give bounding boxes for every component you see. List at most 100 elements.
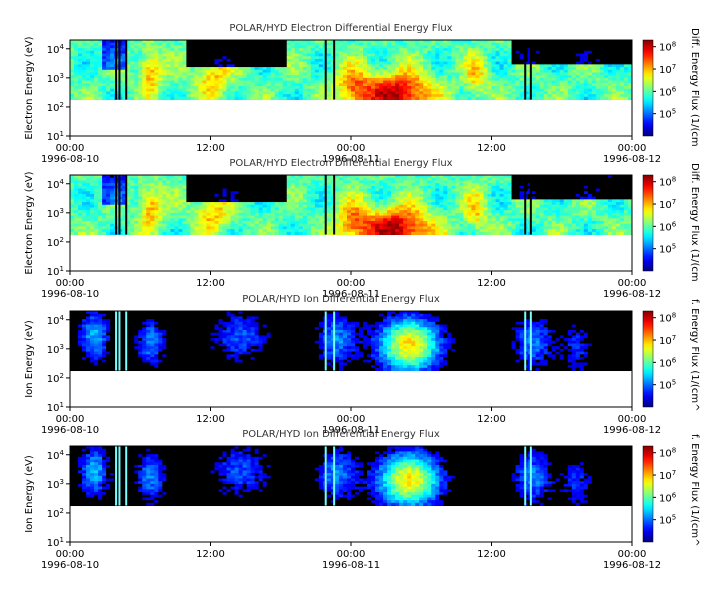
- heatmap-cell: [359, 232, 364, 235]
- heatmap-cell: [303, 97, 308, 100]
- heatmap-cell: [311, 232, 316, 235]
- heatmap-cell: [267, 97, 272, 100]
- heatmap-cell: [415, 97, 420, 100]
- heatmap-cell: [327, 232, 332, 235]
- heatmap-cell: [130, 97, 135, 100]
- heatmap-cell: [552, 97, 557, 100]
- heatmap-cell: [347, 232, 352, 235]
- heatmap-cell: [70, 232, 75, 235]
- heatmap-cell: [604, 97, 609, 100]
- colorbar-tick-label: 105: [659, 108, 676, 121]
- heatmap-cell: [90, 97, 95, 100]
- heatmap-cell: [267, 232, 272, 235]
- panel-2: POLAR/HYD Electron Differential Energy F…: [24, 158, 700, 300]
- heatmap-cell: [387, 97, 392, 100]
- heatmap-cell: [275, 97, 280, 100]
- heatmap-cell: [379, 232, 384, 235]
- heatmap-cell: [130, 232, 135, 235]
- heatmap-cell: [335, 97, 340, 100]
- heatmap-cell: [443, 97, 448, 100]
- heatmap-cell: [110, 97, 115, 100]
- heatmap-cell: [520, 97, 525, 100]
- heatmap-cell: [158, 97, 163, 100]
- heatmap-cell: [182, 232, 187, 235]
- heatmap-cell: [186, 97, 191, 100]
- heatmap-cell: [263, 97, 268, 100]
- heatmap-cell: [407, 232, 412, 235]
- x-tick-date: 1996-08-10: [41, 154, 99, 165]
- panel-title: POLAR/HYD Electron Differential Energy F…: [229, 23, 452, 34]
- colorbar-tick-label: 108: [659, 41, 676, 54]
- heatmap-cell: [371, 232, 376, 235]
- heatmap-cell: [211, 97, 216, 100]
- heatmap-cell: [295, 232, 300, 235]
- heatmap-cell: [134, 97, 139, 100]
- heatmap-cell: [560, 97, 565, 100]
- heatmap-cell: [315, 97, 320, 100]
- heatmap-cell: [367, 97, 372, 100]
- heatmap-cell: [391, 232, 396, 235]
- heatmap-cell: [263, 232, 268, 235]
- heatmap-cell: [588, 97, 593, 100]
- panel-1: POLAR/HYD Electron Differential Energy F…: [24, 23, 700, 165]
- heatmap-cell: [395, 97, 400, 100]
- heatmap-cell: [479, 97, 484, 100]
- heatmap-cell: [223, 97, 228, 100]
- y-tick-label: 103: [47, 72, 64, 85]
- heatmap-cell: [612, 97, 617, 100]
- heatmap-cell: [319, 232, 324, 235]
- heatmap-cell: [608, 97, 613, 100]
- heatmap-cell: [291, 232, 296, 235]
- heatmap-cell: [592, 97, 597, 100]
- heatmap-cell: [363, 232, 368, 235]
- heatmap-cell: [371, 97, 376, 100]
- heatmap-cell: [235, 97, 240, 100]
- heatmap-cell: [82, 232, 87, 235]
- heatmap-cell: [190, 232, 195, 235]
- heatmap-cell: [467, 97, 472, 100]
- heatmap-cell: [439, 97, 444, 100]
- heatmap-cell: [307, 232, 312, 235]
- heatmap-cell: [576, 97, 581, 100]
- heatmap-cell: [227, 97, 232, 100]
- heatmap-cell: [279, 232, 284, 235]
- x-tick-time: 12:00: [196, 143, 225, 154]
- heatmap-cell: [154, 232, 159, 235]
- heatmap-cell: [455, 97, 460, 100]
- heatmap-cell: [146, 97, 151, 100]
- heatmap-cell: [355, 97, 360, 100]
- heatmap-cell: [231, 232, 236, 235]
- heatmap-cell: [483, 97, 488, 100]
- heatmap-cell: [500, 97, 505, 100]
- colorbar-tick-label: 106: [659, 85, 677, 98]
- heatmap-cell: [427, 97, 432, 100]
- heatmap-cell: [496, 97, 501, 100]
- heatmap-cell: [487, 97, 492, 100]
- heatmap-cell: [564, 97, 569, 100]
- heatmap-cell: [540, 97, 545, 100]
- heatmap-cell: [544, 97, 549, 100]
- heatmap-cell: [580, 97, 585, 100]
- heatmap-cell: [194, 232, 199, 235]
- heatmap-cell: [198, 97, 203, 100]
- heatmap-cell: [568, 97, 573, 100]
- x-tick-time: 00:00: [56, 143, 85, 154]
- heatmap-cell: [150, 97, 155, 100]
- heatmap-cell: [319, 97, 324, 100]
- x-tick-date: 1996-08-12: [603, 154, 661, 165]
- heatmap-cell: [78, 232, 83, 235]
- colorbar: [643, 40, 653, 136]
- heatmap-cell: [271, 232, 276, 235]
- heatmap-cell: [399, 97, 404, 100]
- heatmap-cell: [154, 97, 159, 100]
- heatmap-cell: [86, 97, 91, 100]
- heatmap-cell: [158, 232, 163, 235]
- heatmap-cell: [162, 232, 167, 235]
- heatmap-cell: [624, 97, 629, 100]
- heatmap-cell: [471, 97, 476, 100]
- heatmap-cell: [375, 232, 380, 235]
- colorbar-tick-label: 107: [659, 63, 676, 76]
- heatmap-cell: [251, 232, 256, 235]
